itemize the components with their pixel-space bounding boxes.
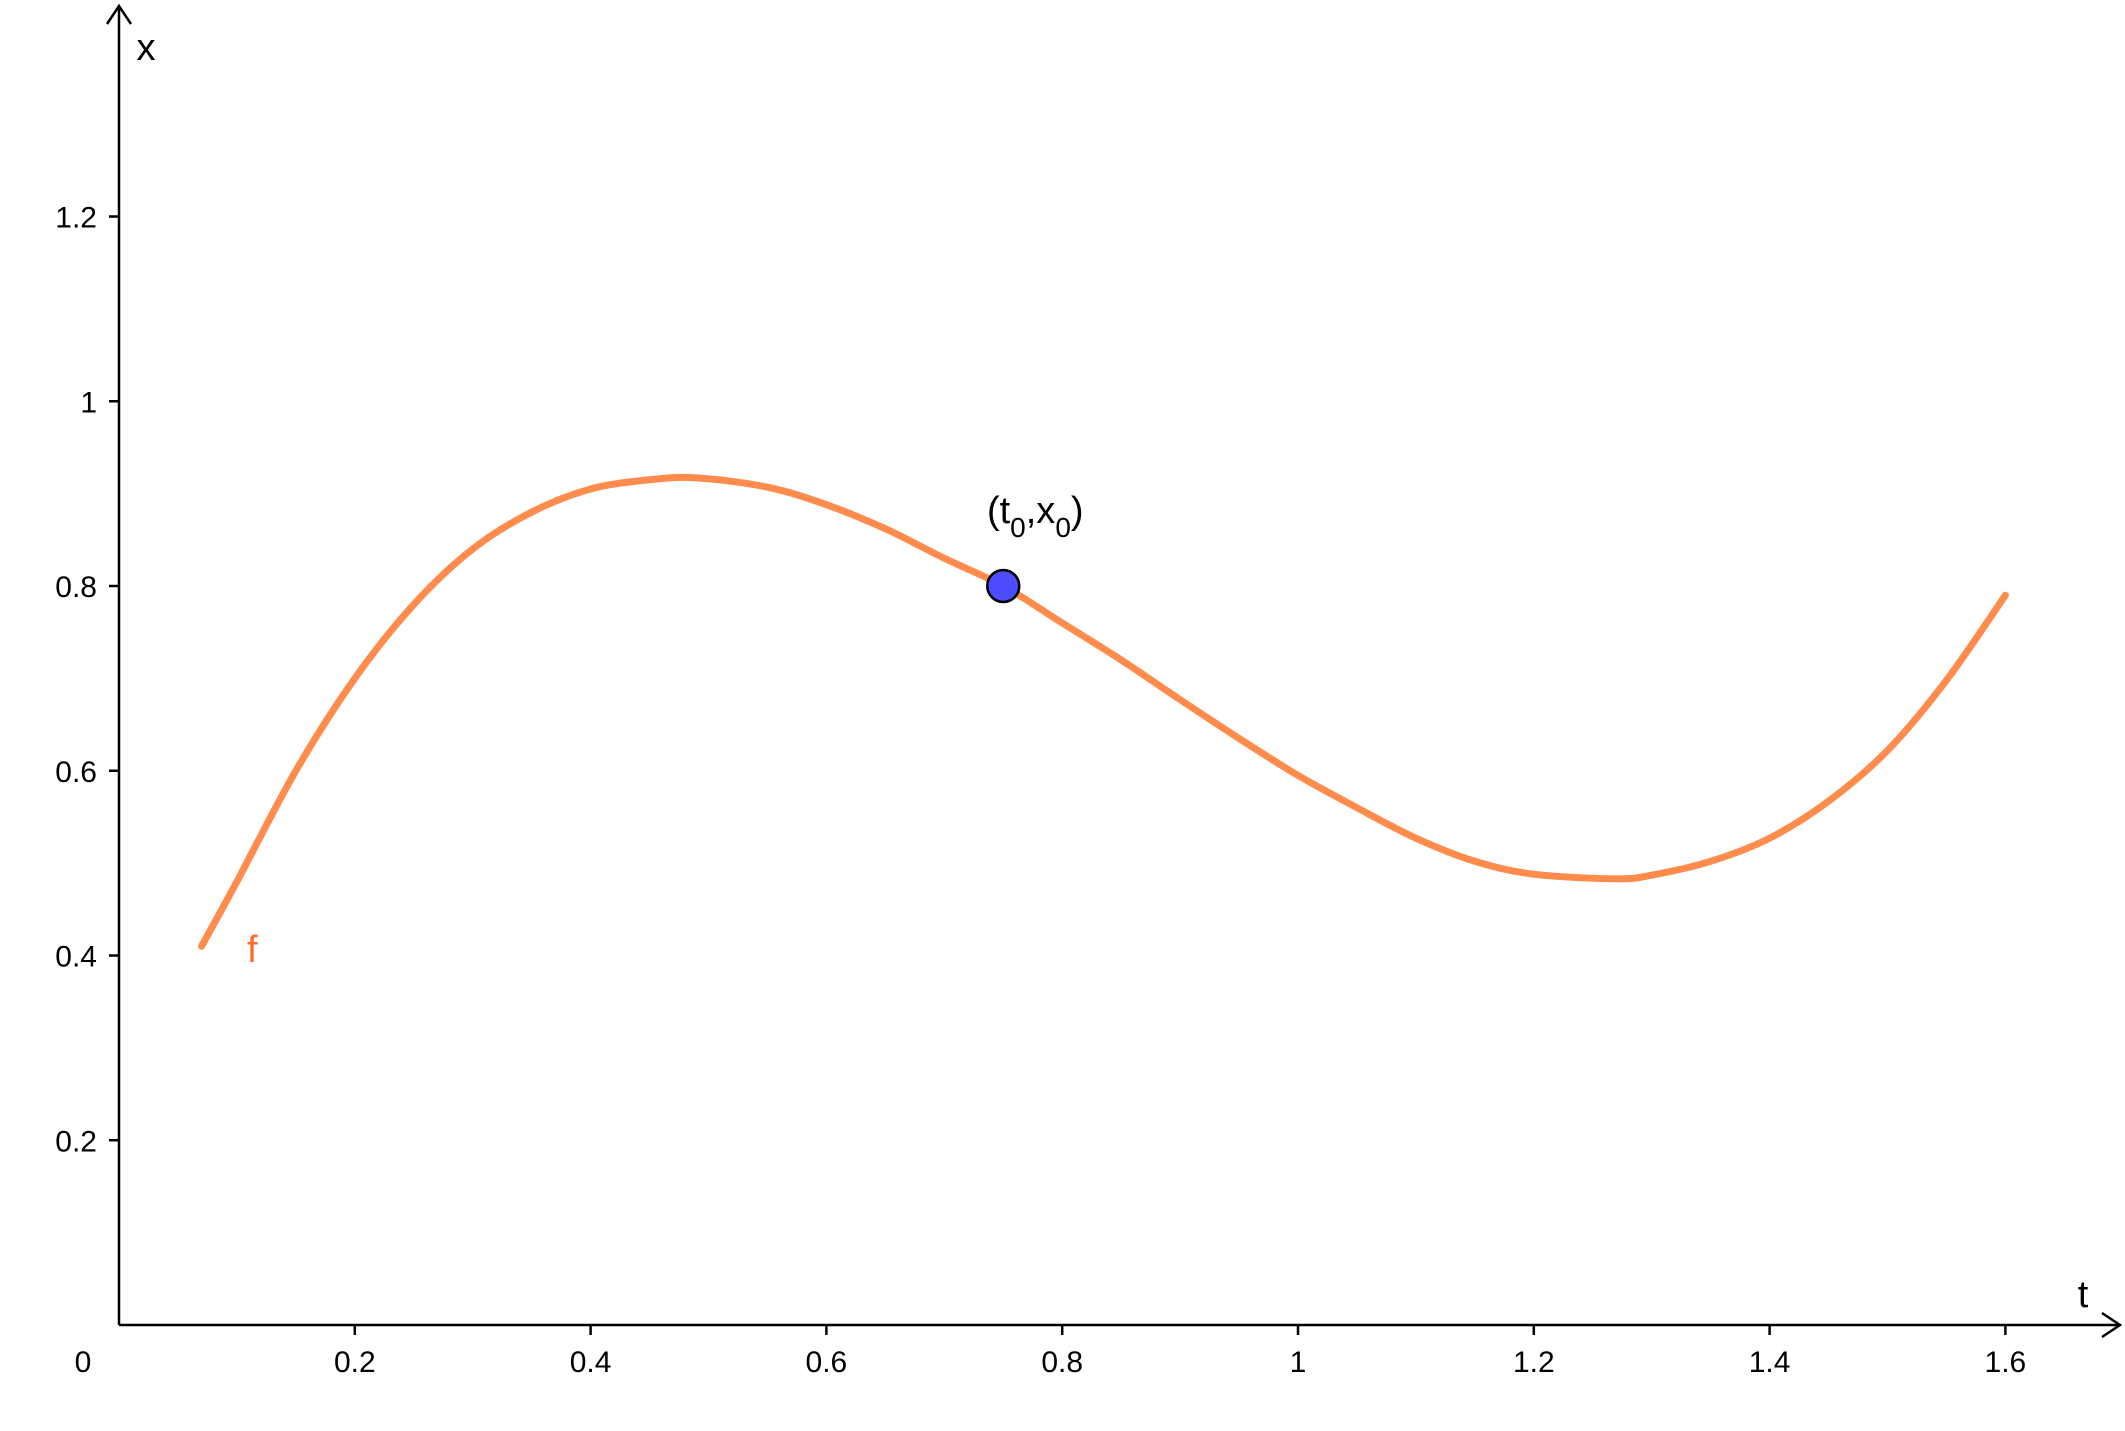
x-tick-label: 0.8 xyxy=(55,571,97,604)
origin-label: 0 xyxy=(75,1346,92,1379)
point-label-close: ) xyxy=(1071,490,1084,532)
point-label-sub-t: 0 xyxy=(1010,512,1026,543)
t-tick-label: 1.2 xyxy=(1513,1346,1555,1379)
curve-f xyxy=(198,473,2009,950)
t-tick-label: 1.6 xyxy=(1985,1346,2027,1379)
t-tick-label: 0.6 xyxy=(806,1346,848,1379)
x-tick-label: 1 xyxy=(80,386,97,419)
x-axis-arrow xyxy=(105,3,133,25)
t-axis-arrow xyxy=(2101,1311,2123,1339)
t-axis-label: t xyxy=(2078,1274,2089,1316)
x-axis-ticks: 0.2 0.4 0.6 0.8 1 1.2 xyxy=(55,202,119,1158)
t-tick-label: 0.8 xyxy=(1041,1346,1083,1379)
t-tick-label: 0.4 xyxy=(570,1346,612,1379)
point-label-sub-x: 0 xyxy=(1055,512,1071,543)
axes xyxy=(105,3,2123,1339)
point-label-mid: ,x xyxy=(1026,490,1056,532)
x-tick-label: 0.6 xyxy=(55,756,97,789)
t-tick-label: 0.2 xyxy=(334,1346,376,1379)
t-tick-label: 1 xyxy=(1290,1346,1307,1379)
x-axis-label: x xyxy=(137,27,156,69)
point-label-open: (t xyxy=(987,490,1011,532)
point-t0-x0[interactable] xyxy=(986,568,1021,604)
t-axis-ticks: 0.2 0.4 0.6 0.8 1 1.2 1.4 1.6 xyxy=(334,1325,2026,1379)
point-t0-x0-label: (t0,x0) xyxy=(987,490,1084,543)
x-tick-label: 0.2 xyxy=(55,1125,97,1158)
x-tick-label: 1.2 xyxy=(55,202,97,235)
x-tick-label: 0.4 xyxy=(55,941,97,974)
t-tick-label: 1.4 xyxy=(1749,1346,1791,1379)
curve-f-label: f xyxy=(247,929,258,971)
